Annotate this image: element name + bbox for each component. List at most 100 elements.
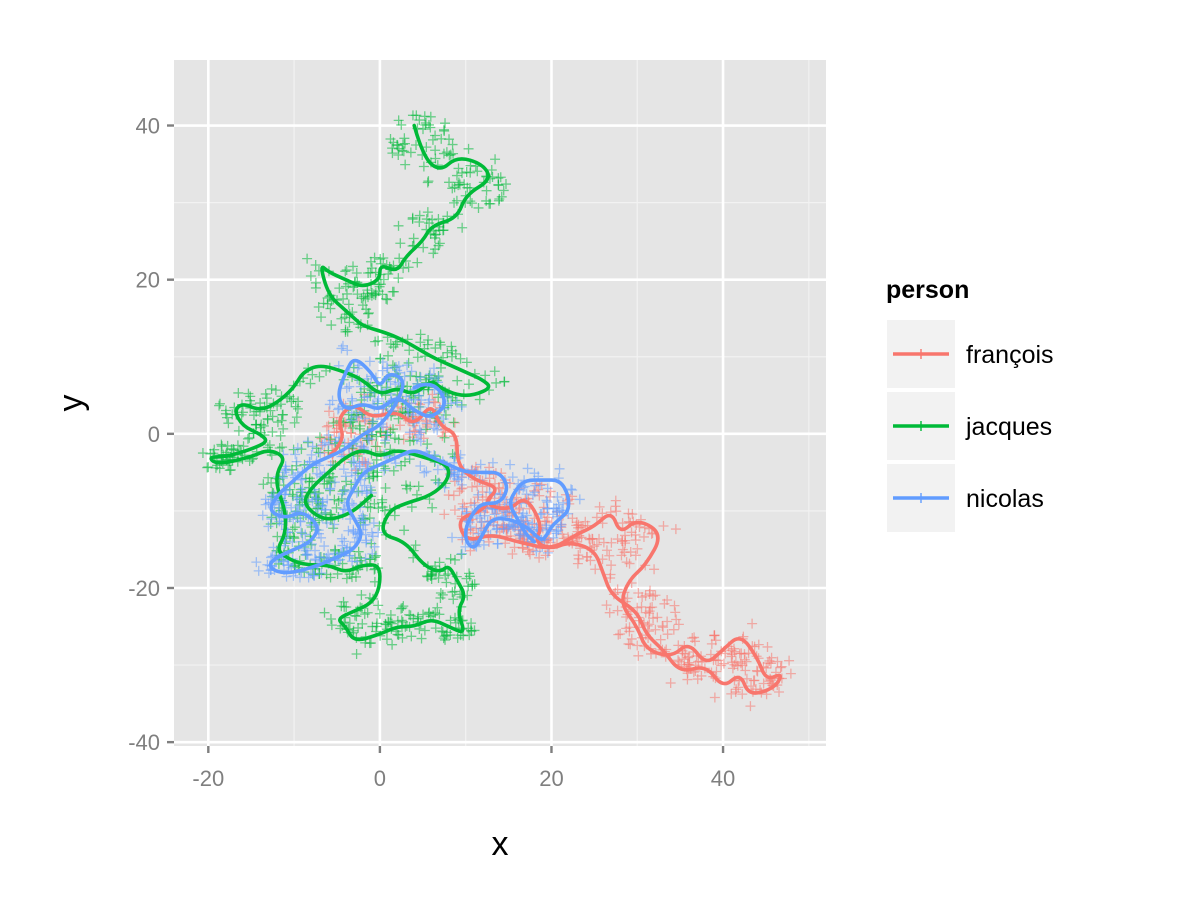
data-point: [434, 238, 445, 249]
data-point: [341, 573, 352, 584]
data-point: [430, 343, 441, 354]
data-point: [626, 633, 637, 644]
data-point: [427, 502, 438, 513]
data-point: [594, 501, 605, 512]
data-point: [446, 398, 457, 409]
data-point: [314, 371, 325, 382]
data-point: [295, 516, 306, 527]
data-point: [465, 196, 476, 207]
data-point: [329, 477, 340, 488]
data-point: [406, 366, 417, 377]
data-point: [449, 554, 460, 565]
data-point: [451, 473, 462, 484]
data-point: [413, 481, 424, 492]
x-tick-label: -20: [192, 766, 224, 791]
data-point: [415, 401, 426, 412]
data-point: [487, 457, 498, 468]
data-point: [481, 185, 492, 196]
data-point: [335, 623, 346, 634]
data-point: [344, 317, 355, 328]
data-point: [604, 607, 615, 618]
data-point: [718, 658, 729, 669]
data-point: [314, 568, 325, 579]
data-point: [436, 133, 447, 144]
data-point: [573, 550, 584, 561]
data-point: [398, 146, 409, 157]
data-point: [287, 537, 298, 548]
data-point: [457, 503, 468, 514]
data-point: [421, 466, 432, 477]
data-point: [325, 613, 336, 624]
data-point: [364, 638, 375, 649]
data-point: [440, 118, 451, 129]
data-point: [216, 439, 227, 450]
data-point: [263, 472, 274, 483]
data-point: [410, 540, 421, 551]
data-point: [637, 592, 648, 603]
data-point: [377, 357, 388, 368]
data-point: [438, 225, 449, 236]
data-point: [270, 385, 281, 396]
data-point: [351, 463, 362, 474]
data-point: [319, 541, 330, 552]
data-point: [472, 481, 483, 492]
data-point: [430, 244, 441, 255]
data-point: [415, 372, 426, 383]
data-point: [414, 424, 425, 435]
data-point: [223, 418, 234, 429]
data-point: [302, 550, 313, 561]
data-point: [662, 629, 673, 640]
data-point: [277, 409, 288, 420]
data-point: [491, 524, 502, 535]
data-point: [613, 629, 624, 640]
data-point: [438, 633, 449, 644]
data-point: [459, 501, 470, 512]
data-point: [412, 257, 423, 268]
data-point: [554, 505, 565, 516]
data-point: [278, 423, 289, 434]
data-point: [473, 489, 484, 500]
data-point: [428, 248, 439, 259]
data-point: [476, 517, 487, 528]
data-point: [266, 383, 277, 394]
data-point: [433, 372, 444, 383]
data-point: [345, 415, 356, 426]
data-point: [610, 495, 621, 506]
data-point: [606, 560, 617, 571]
data-point: [315, 448, 326, 459]
data-point: [611, 506, 622, 517]
data-point: [404, 395, 415, 406]
data-point: [733, 682, 744, 693]
data-point: [324, 484, 335, 495]
data-point: [387, 639, 398, 650]
data-point: [731, 684, 742, 695]
data-point: [274, 443, 285, 454]
data-point: [456, 549, 467, 560]
data-point: [650, 624, 661, 635]
data-point: [522, 463, 533, 474]
data-point: [489, 366, 500, 377]
data-point: [648, 613, 659, 624]
data-point: [644, 619, 655, 630]
data-point: [406, 631, 417, 642]
data-point: [197, 448, 208, 459]
data-point: [260, 388, 271, 399]
data-point: [366, 527, 377, 538]
data-point: [362, 488, 373, 499]
data-point: [396, 460, 407, 471]
data-point: [558, 497, 569, 508]
data-point: [432, 602, 443, 613]
data-point: [316, 312, 327, 323]
data-point: [379, 465, 390, 476]
data-point: [263, 521, 274, 532]
data-point: [765, 658, 776, 669]
data-point: [540, 550, 551, 561]
data-point: [522, 517, 533, 528]
data-point: [441, 577, 452, 588]
data-point: [433, 477, 444, 488]
data-point: [567, 484, 578, 495]
data-point: [670, 607, 681, 618]
data-point: [432, 424, 443, 435]
data-point: [636, 601, 647, 612]
data-point: [313, 501, 324, 512]
